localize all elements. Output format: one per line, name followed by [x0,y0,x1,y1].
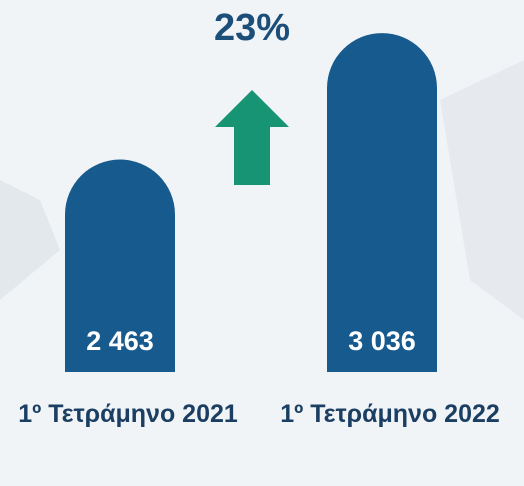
bar [65,159,175,372]
value-label: 2 463 [86,326,154,356]
up-arrow [215,90,289,185]
annotation: 23% [214,7,290,49]
map-shape [0,180,60,300]
category-label: 1º Τετράμηνο 2021 [18,400,238,428]
bar [327,33,437,373]
map-shape [440,60,524,320]
category-label: 1º Τετράμηνο 2022 [280,400,500,428]
value-label: 3 036 [348,326,416,356]
